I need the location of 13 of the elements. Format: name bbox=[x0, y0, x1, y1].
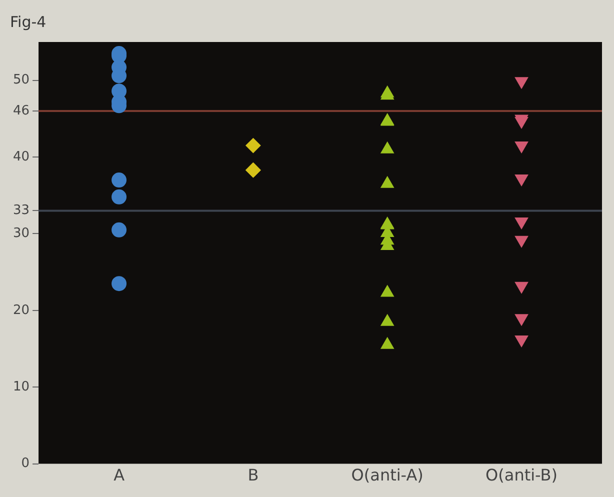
x-tick-label: B bbox=[248, 466, 259, 485]
y-tick-label: 46 bbox=[12, 103, 30, 118]
y-tick-label: 40 bbox=[12, 149, 30, 164]
y-tick-label: 10 bbox=[12, 379, 30, 394]
x-tick-label: A bbox=[114, 466, 125, 485]
y-tick-label: 0 bbox=[21, 456, 30, 472]
x-tick-label: O(anti-B) bbox=[486, 466, 558, 485]
y-tick-label: 50 bbox=[12, 72, 30, 88]
y-tick-label: 30 bbox=[12, 226, 30, 242]
y-tick-label: 20 bbox=[12, 302, 30, 318]
y-tick-label: 33 bbox=[12, 203, 30, 218]
chart-title: Fig-4 bbox=[10, 12, 46, 31]
x-tick-label: O(anti-A) bbox=[351, 466, 424, 485]
